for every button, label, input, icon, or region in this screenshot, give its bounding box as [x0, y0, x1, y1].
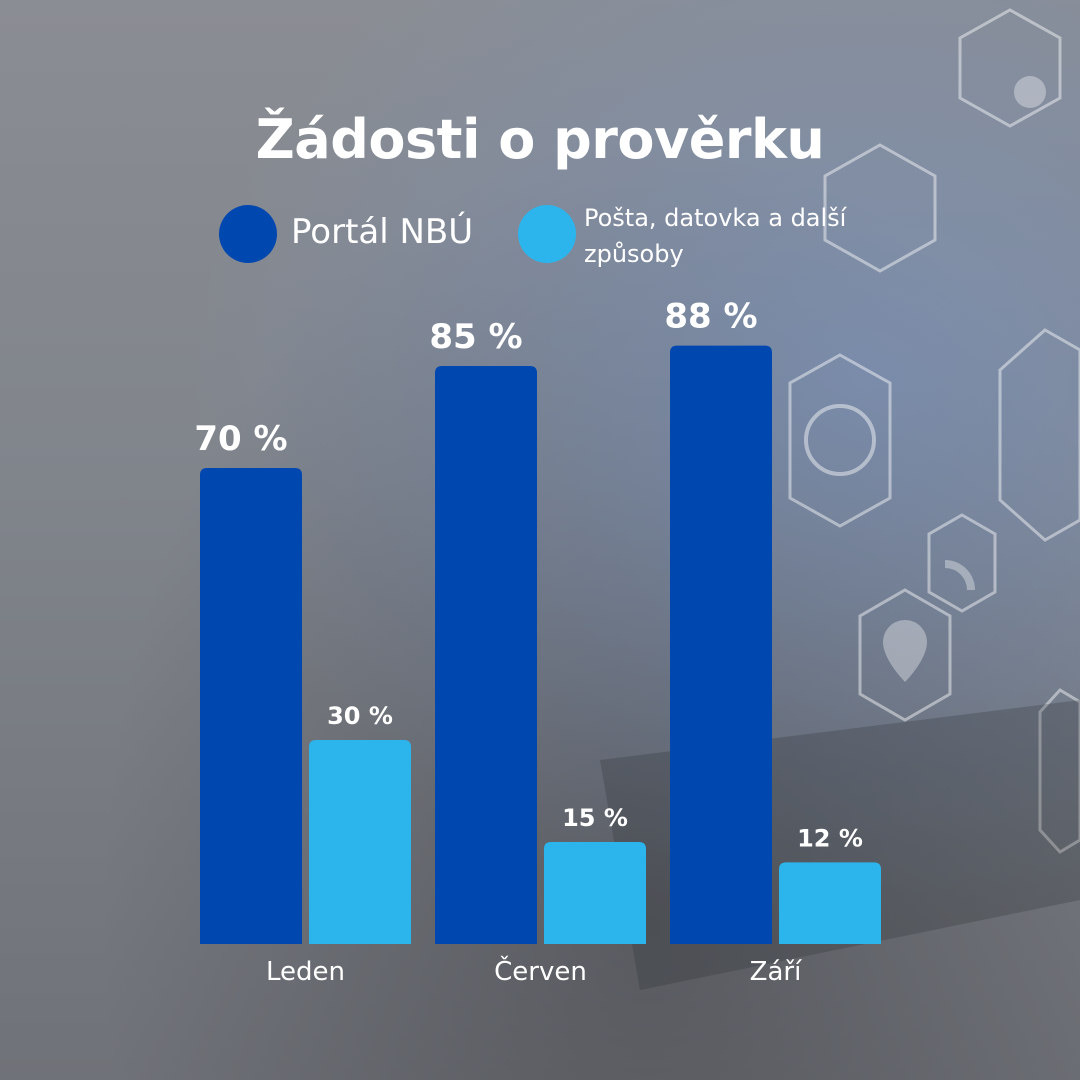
data-label-other-2: 12 % — [797, 824, 863, 852]
category-label-0: Leden — [266, 957, 345, 987]
bar-other-2 — [779, 862, 881, 944]
gear-icon — [1014, 76, 1046, 108]
data-label-other-0: 30 % — [327, 702, 393, 730]
category-label-1: Červen — [494, 955, 587, 987]
data-label-portal-2: 88 % — [664, 297, 757, 337]
hexagon-location-icon — [858, 588, 952, 722]
hexagon-globe-icon — [788, 353, 892, 528]
bar-portal-1 — [435, 366, 537, 944]
hexagon-wifi-icon — [927, 513, 997, 613]
bar-other-1 — [544, 842, 646, 944]
hexagon-gear-icon — [958, 8, 1062, 128]
data-label-portal-0: 70 % — [194, 419, 287, 459]
legend-label-other: Pošta, datovka a další způsoby — [584, 204, 847, 268]
hexagon-chart-icon — [998, 328, 1080, 542]
hexagon-partial-icon — [1038, 688, 1080, 854]
legend-swatch-portal — [219, 205, 277, 263]
bar-portal-2 — [670, 345, 772, 945]
legend-label-portal: Portál NBÚ — [291, 212, 474, 252]
bar-other-0 — [309, 740, 411, 944]
globe-icon — [804, 404, 876, 476]
category-label-2: Září — [750, 957, 802, 987]
chart-title: Žádosti o prověrku — [255, 108, 825, 171]
wifi-icon — [945, 560, 975, 590]
location-pin-icon — [883, 620, 927, 682]
legend-swatch-other — [518, 205, 576, 263]
bar-portal-0 — [200, 468, 302, 944]
hexagon-camera-icon — [823, 143, 937, 273]
data-label-other-1: 15 % — [562, 804, 628, 832]
data-label-portal-1: 85 % — [429, 317, 522, 357]
